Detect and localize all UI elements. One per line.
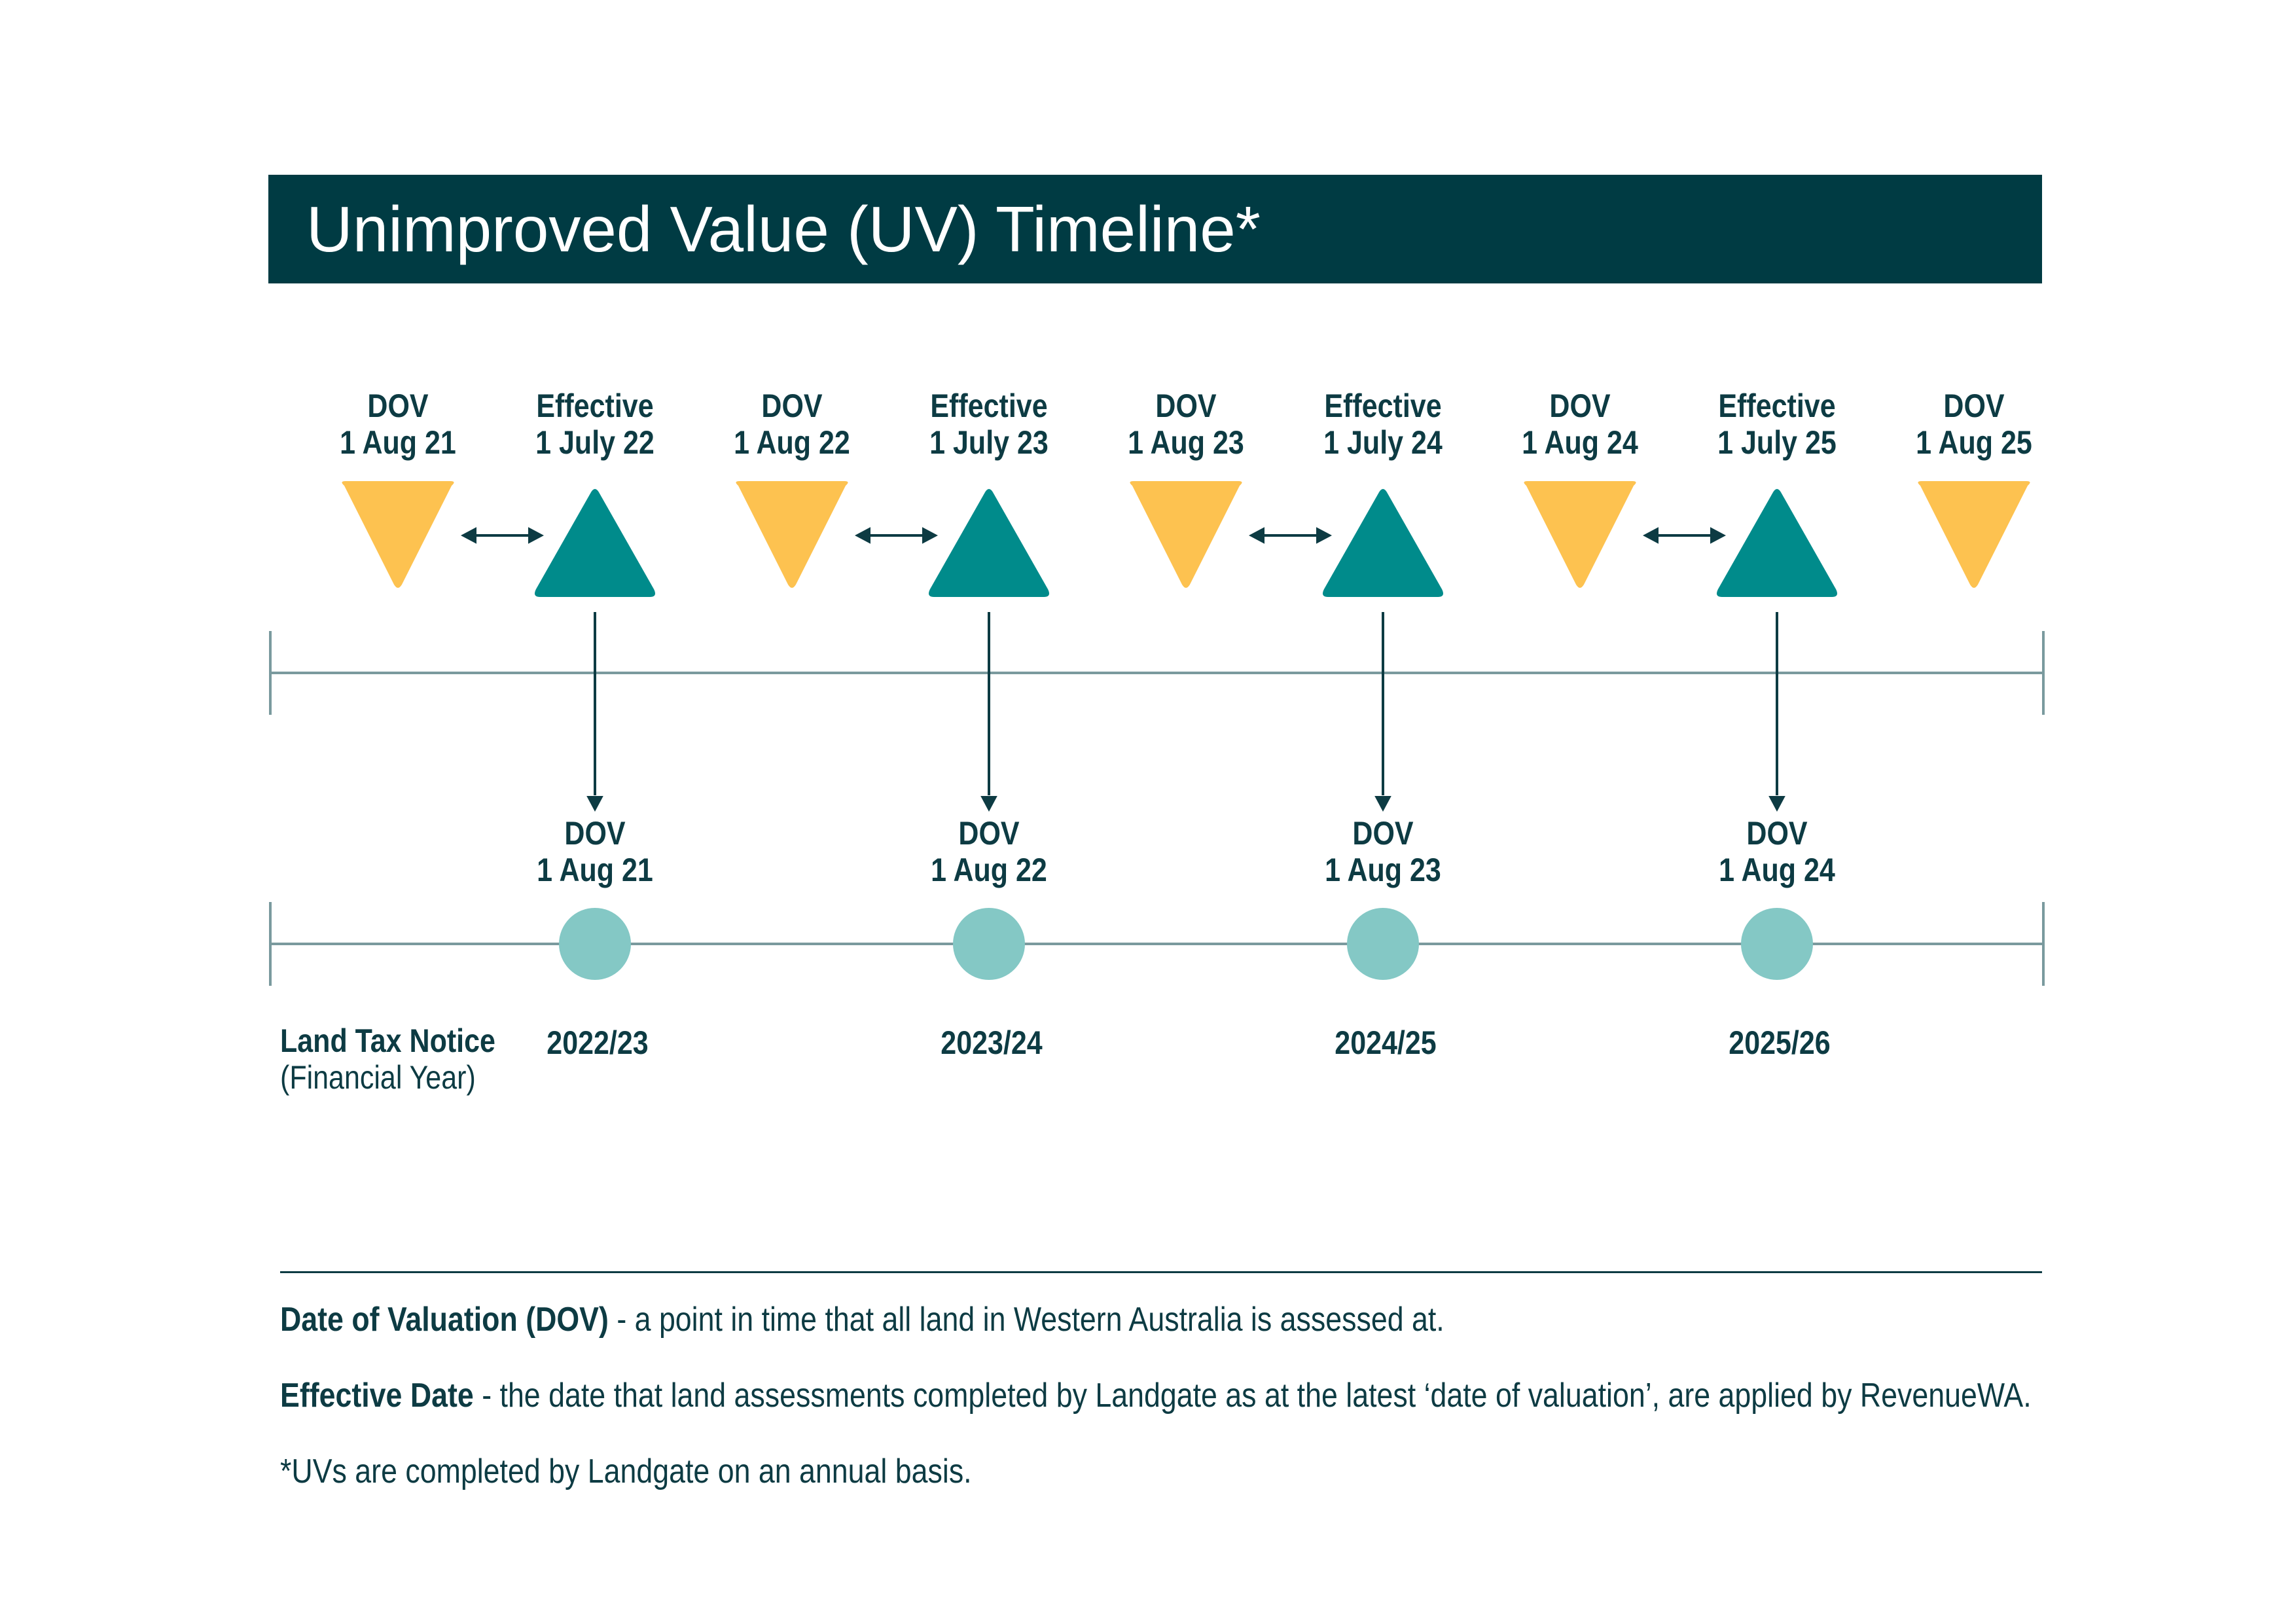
arrow-head-icon bbox=[1710, 527, 1726, 544]
top-marker-label-line2: 1 July 24 bbox=[1323, 424, 1443, 461]
financial-year-label: 2025/26 bbox=[1689, 1024, 1869, 1061]
bottom-marker-label-line1: DOV bbox=[564, 815, 626, 852]
top-marker-label: DOV 1 Aug 21 bbox=[308, 388, 488, 461]
top-marker-label: DOV 1 Aug 22 bbox=[702, 388, 882, 461]
financial-year-label: 2022/23 bbox=[507, 1024, 687, 1061]
definition-text: - the date that land assessments complet… bbox=[473, 1377, 2032, 1415]
bottom-marker-label-line1: DOV bbox=[958, 815, 1020, 852]
arrow-head-icon bbox=[1249, 527, 1265, 544]
top-marker-label: Effective 1 July 23 bbox=[899, 388, 1079, 461]
top-marker-label-line2: 1 July 25 bbox=[1717, 424, 1837, 461]
top-marker-label: Effective 1 July 24 bbox=[1293, 388, 1473, 461]
page-title: Unimproved Value (UV) Timeline* bbox=[306, 193, 1261, 265]
top-marker-label-line2: 1 Aug 21 bbox=[340, 424, 456, 461]
top-marker-label-line1: DOV bbox=[1549, 388, 1611, 424]
definition-term: Date of Valuation (DOV) bbox=[280, 1301, 609, 1339]
footnote: *UVs are completed by Landgate on an ann… bbox=[280, 1453, 972, 1490]
top-marker-label-line1: DOV bbox=[761, 388, 823, 424]
financial-year-label: 2023/24 bbox=[901, 1024, 1081, 1061]
circle-icon bbox=[1347, 908, 1419, 980]
top-marker-label-line1: Effective bbox=[1324, 388, 1442, 424]
top-marker-label-line1: Effective bbox=[536, 388, 654, 424]
down-triangle-icon bbox=[342, 481, 454, 588]
arrow-head-icon bbox=[855, 527, 870, 544]
top-marker-label: DOV 1 Aug 23 bbox=[1096, 388, 1276, 461]
bottom-marker-label-line1: DOV bbox=[1746, 815, 1808, 852]
bottom-marker-label: DOV 1 Aug 23 bbox=[1293, 815, 1473, 888]
definition-term: Effective Date bbox=[280, 1377, 474, 1415]
circle-icon bbox=[1741, 908, 1813, 980]
top-marker-label: DOV 1 Aug 25 bbox=[1884, 388, 2064, 461]
arrow-head-icon bbox=[1316, 527, 1332, 544]
definition-text: - a point in time that all land in Weste… bbox=[608, 1301, 1444, 1339]
financial-year-label-line1: 2024/25 bbox=[1335, 1024, 1437, 1061]
divider bbox=[280, 1271, 2042, 1273]
financial-year-label-line1: 2023/24 bbox=[941, 1024, 1043, 1061]
top-marker-label-line2: 1 Aug 22 bbox=[734, 424, 850, 461]
bottom-marker-label: DOV 1 Aug 24 bbox=[1687, 815, 1867, 888]
top-marker-label-line2: 1 Aug 23 bbox=[1128, 424, 1244, 461]
bottom-marker-label-line2: 1 Aug 24 bbox=[1719, 852, 1835, 888]
top-marker-label: Effective 1 July 25 bbox=[1687, 388, 1867, 461]
financial-year-label-line1: 2022/23 bbox=[547, 1024, 649, 1061]
down-triangle-icon bbox=[1918, 481, 2030, 588]
up-triangle-icon bbox=[535, 489, 655, 597]
financial-year-label-line1: 2025/26 bbox=[1729, 1024, 1831, 1061]
bottom-marker-label: DOV 1 Aug 21 bbox=[505, 815, 685, 888]
bottom-marker-label-line1: DOV bbox=[1352, 815, 1414, 852]
arrow-head-icon bbox=[586, 796, 603, 812]
arrow-head-icon bbox=[1374, 796, 1391, 812]
bottom-marker-label-line2: 1 Aug 23 bbox=[1325, 852, 1441, 888]
definition-effective: Effective Date - the date that land asse… bbox=[280, 1375, 2053, 1416]
arrow-head-icon bbox=[1768, 796, 1785, 812]
arrow-head-icon bbox=[980, 796, 997, 812]
definition-dov: Date of Valuation (DOV) - a point in tim… bbox=[280, 1299, 2053, 1340]
top-marker-label-line2: 1 July 22 bbox=[535, 424, 655, 461]
bottom-marker-label-line2: 1 Aug 22 bbox=[931, 852, 1047, 888]
bottom-marker-label-line2: 1 Aug 21 bbox=[537, 852, 653, 888]
top-marker-label-line2: 1 Aug 24 bbox=[1522, 424, 1638, 461]
land-tax-notice-title: Land Tax Notice bbox=[280, 1022, 495, 1059]
financial-year-label: 2024/25 bbox=[1295, 1024, 1475, 1061]
up-triangle-icon bbox=[1323, 489, 1443, 597]
arrow-head-icon bbox=[461, 527, 476, 544]
up-triangle-icon bbox=[1717, 489, 1837, 597]
top-marker-label-line1: Effective bbox=[1718, 388, 1836, 424]
down-triangle-icon bbox=[1130, 481, 1242, 588]
arrow-head-icon bbox=[528, 527, 544, 544]
circle-icon bbox=[953, 908, 1025, 980]
top-marker-label: Effective 1 July 22 bbox=[505, 388, 685, 461]
definitions: Date of Valuation (DOV) - a point in tim… bbox=[280, 1299, 2053, 1527]
top-marker-label-line2: 1 July 23 bbox=[929, 424, 1049, 461]
top-marker-label-line1: DOV bbox=[1155, 388, 1217, 424]
down-triangle-icon bbox=[736, 481, 848, 588]
land-tax-notice-subtitle: (Financial Year) bbox=[280, 1059, 476, 1096]
top-marker-label-line1: Effective bbox=[930, 388, 1048, 424]
top-marker-label-line2: 1 Aug 25 bbox=[1916, 424, 2032, 461]
land-tax-notice-label: Land Tax Notice (Financial Year) bbox=[280, 1022, 495, 1096]
top-marker-label-line1: DOV bbox=[1943, 388, 2005, 424]
top-marker-label: DOV 1 Aug 24 bbox=[1490, 388, 1670, 461]
down-triangle-icon bbox=[1524, 481, 1636, 588]
top-marker-label-line1: DOV bbox=[367, 388, 429, 424]
arrow-head-icon bbox=[1643, 527, 1659, 544]
title-bar: Unimproved Value (UV) Timeline* bbox=[268, 175, 2042, 283]
up-triangle-icon bbox=[929, 489, 1049, 597]
arrow-head-icon bbox=[922, 527, 938, 544]
circle-icon bbox=[559, 908, 631, 980]
bottom-marker-label: DOV 1 Aug 22 bbox=[899, 815, 1079, 888]
